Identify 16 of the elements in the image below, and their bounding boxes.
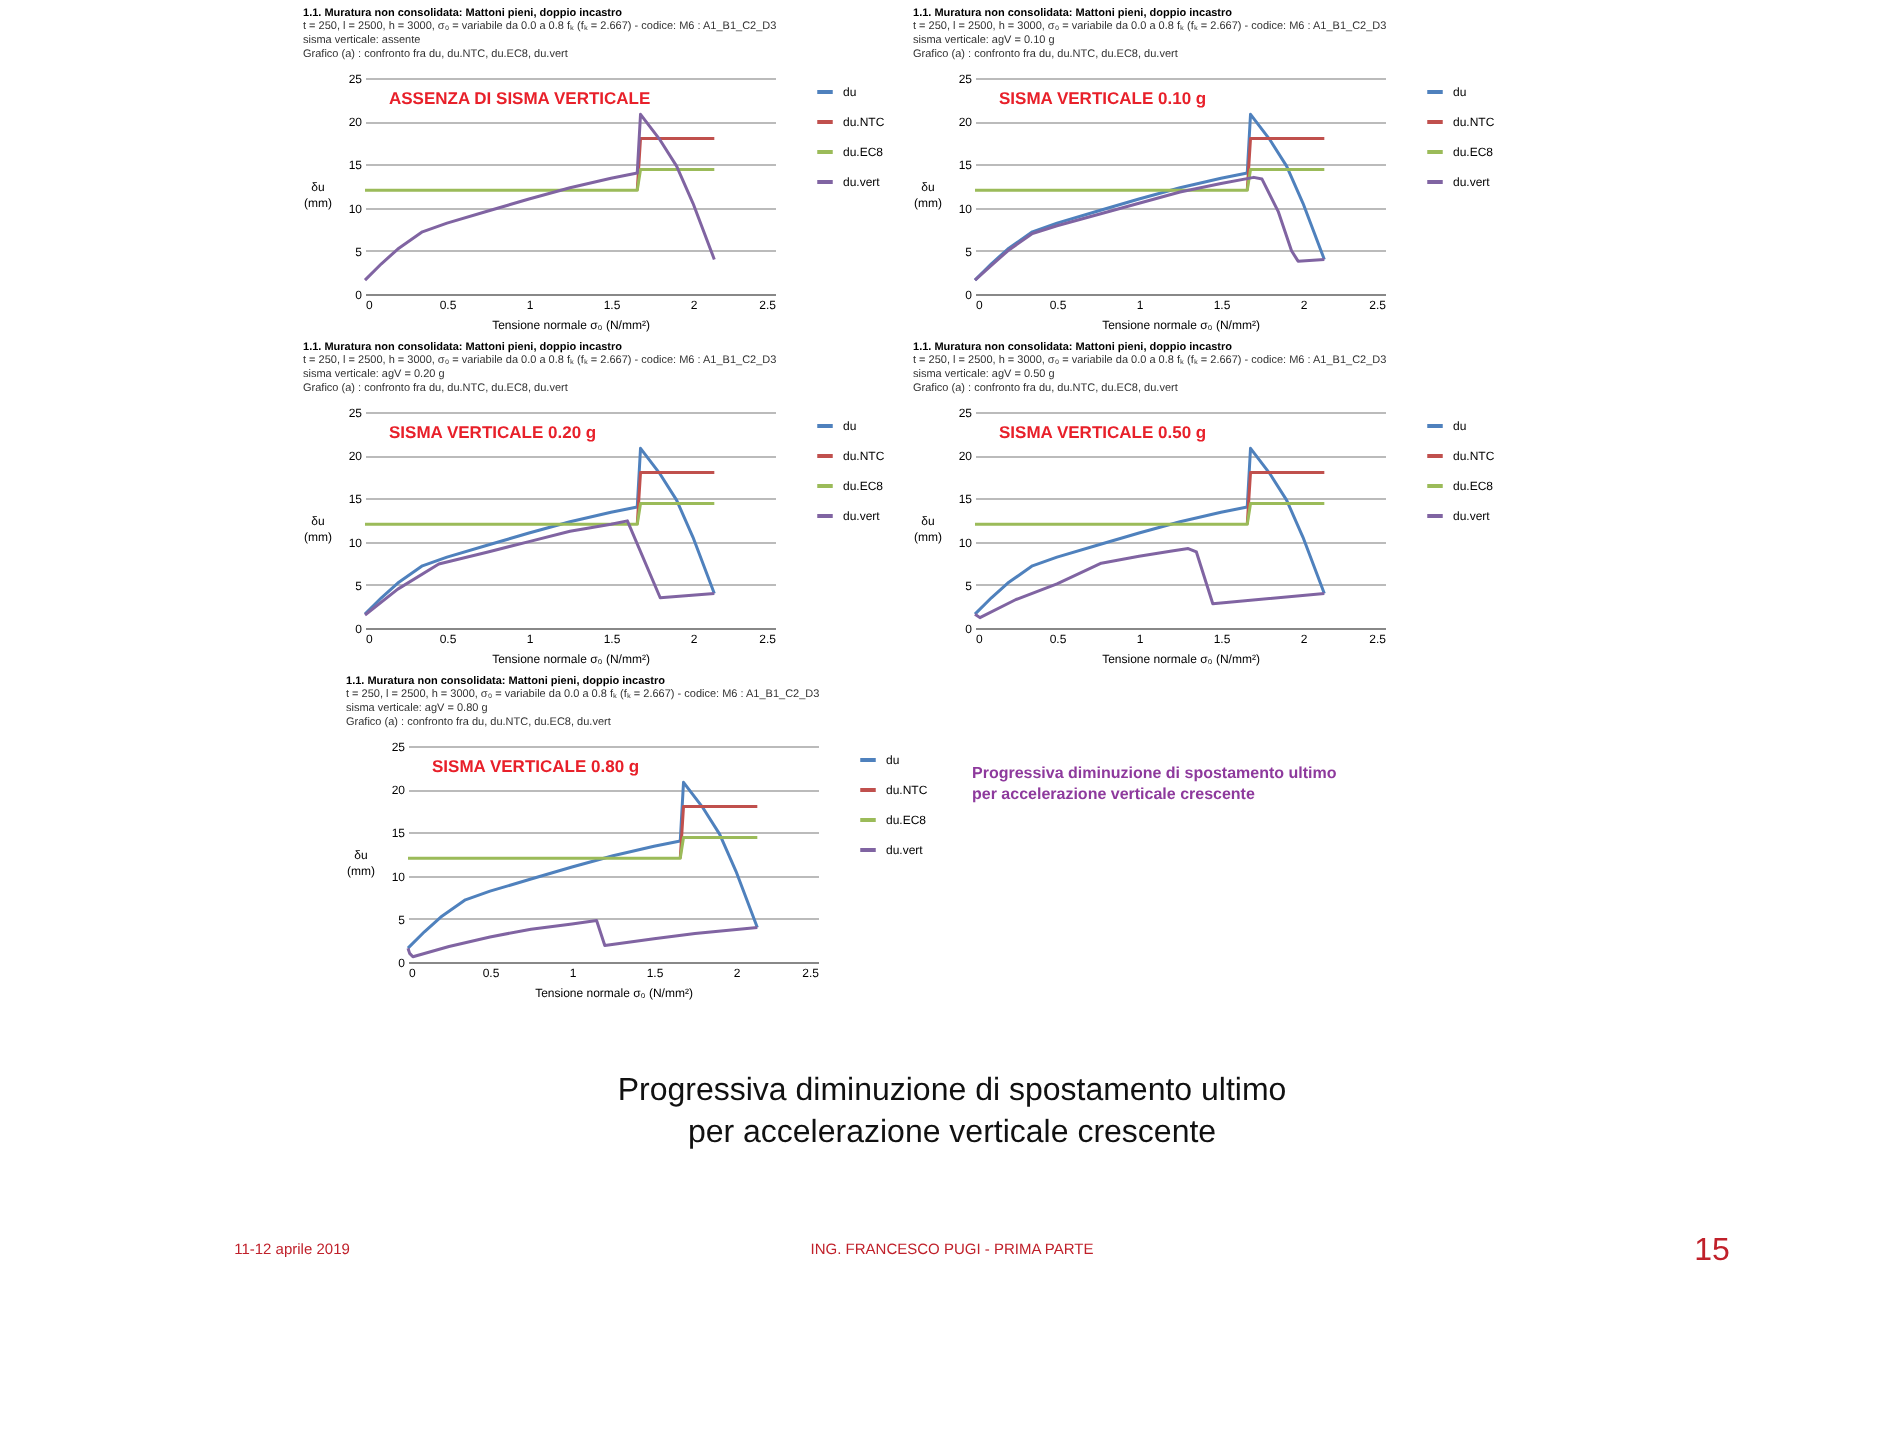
line-series bbox=[973, 175, 1326, 282]
line-series bbox=[363, 446, 716, 616]
line-series bbox=[973, 446, 1326, 616]
annotation: SISMA VERTICALE 0.50 g bbox=[999, 422, 1207, 442]
text: 15 bbox=[1694, 1234, 1730, 1268]
annotation: SISMA VERTICALE 0.80 g bbox=[432, 756, 640, 776]
text: Progressiva diminuzione di spostamento ultimo per accelerazione verticale crescente bbox=[972, 764, 1337, 803]
line-series bbox=[406, 780, 759, 950]
annotation: SISMA VERTICALE 0.10 g bbox=[999, 88, 1207, 108]
line-series bbox=[406, 919, 759, 959]
text: Progressiva diminuzione di spostamento ultimo per accelerazione verticale crescente bbox=[617, 1074, 1287, 1150]
annotation: ASSENZA DI SISMA VERTICALE bbox=[389, 88, 651, 108]
annotation: SISMA VERTICALE 0.20 g bbox=[389, 422, 597, 442]
line-series bbox=[363, 112, 716, 282]
line-series bbox=[973, 547, 1326, 620]
line-series bbox=[363, 519, 716, 617]
